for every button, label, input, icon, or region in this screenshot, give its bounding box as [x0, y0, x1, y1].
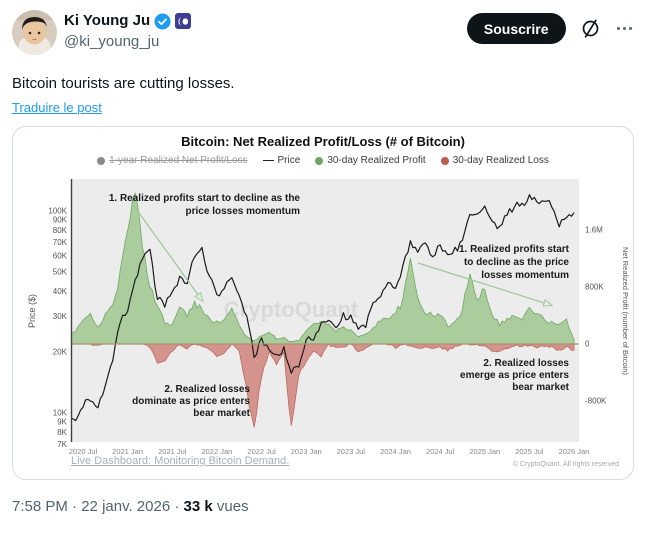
legend-item-price[interactable]: Price	[262, 155, 300, 166]
legend-item-loss[interactable]: 30-day Realized Loss	[440, 155, 549, 166]
svg-text:emerge as price enters: emerge as price enters	[460, 370, 569, 381]
svg-text:2024 Jan: 2024 Jan	[380, 447, 411, 456]
svg-text:1. Realized profits start: 1. Realized profits start	[459, 244, 570, 255]
svg-text:2022 Jul: 2022 Jul	[247, 447, 276, 456]
svg-text:2021 Jul: 2021 Jul	[158, 447, 187, 456]
svg-text:1.6M: 1.6M	[585, 226, 603, 235]
author-block: Ki Young Ju @ki_young_ju	[64, 11, 192, 52]
svg-text:9K: 9K	[57, 418, 67, 427]
svg-text:-800K: -800K	[585, 397, 607, 406]
legend-item-profit[interactable]: 30-day Realized Profit	[315, 155, 426, 166]
svg-text:50K: 50K	[53, 267, 68, 276]
grok-icon	[582, 19, 598, 38]
svg-text:100K: 100K	[48, 207, 67, 216]
subscribe-button[interactable]: Souscrire	[466, 13, 566, 44]
left-axis-title: Price ($)	[27, 294, 37, 328]
svg-text:0: 0	[585, 340, 590, 349]
legend-dot-gray	[97, 156, 106, 165]
price-line	[71, 194, 575, 422]
right-axis-title: Net Realized Profit (number of Bitcoin)	[621, 247, 630, 375]
avatar[interactable]	[12, 10, 57, 55]
chart-copyright: © CryptoQuant. All rights reserved	[512, 461, 619, 468]
chart-legend: 1-year Realized Net Profit/Loss Price 30…	[13, 155, 633, 166]
loss-area	[71, 343, 575, 428]
svg-text:2023 Jul: 2023 Jul	[337, 447, 366, 456]
svg-text:to decline as the price: to decline as the price	[464, 257, 569, 268]
affiliation-badge-icon[interactable]	[175, 13, 192, 29]
author-handle[interactable]: @ki_young_ju	[64, 33, 160, 50]
svg-text:2025 Jul: 2025 Jul	[515, 447, 544, 456]
plot-series	[71, 191, 575, 428]
svg-text:bear market: bear market	[193, 408, 250, 419]
more-button[interactable]	[615, 25, 635, 33]
svg-text:40K: 40K	[53, 287, 68, 296]
grok-button[interactable]	[578, 16, 603, 41]
svg-text:dominate as price enters: dominate as price enters	[132, 396, 250, 407]
translate-link[interactable]: Traduire le post	[12, 100, 102, 115]
svg-text:2024 Jul: 2024 Jul	[426, 447, 455, 456]
svg-text:20K: 20K	[53, 348, 68, 357]
separator: ·	[72, 498, 78, 515]
separator: ·	[174, 498, 180, 515]
post-time[interactable]: 7:58 PM	[12, 498, 68, 515]
ellipsis-icon	[616, 26, 632, 31]
svg-text:7K: 7K	[57, 440, 67, 449]
legend-dot-red	[440, 156, 449, 165]
svg-text:price losses momentum: price losses momentum	[186, 206, 301, 217]
annotation-1: 1. Realized profits start to decline as …	[109, 193, 301, 217]
svg-text:1. Realized profits start to d: 1. Realized profits start to decline as …	[109, 193, 301, 204]
verified-badge-icon	[154, 13, 171, 30]
post-text: Bitcoin tourists are cutting losses.	[12, 75, 235, 92]
watermark: CryptoQuant	[224, 297, 359, 322]
svg-text:8K: 8K	[57, 428, 67, 437]
header-actions: Souscrire	[466, 13, 635, 44]
trend-arrow-1	[133, 205, 204, 303]
x-axis-ticks: 2020 Jul 2021 Jan 2021 Jul 2022 Jan 2022 Jul…	[69, 447, 590, 456]
svg-text:90K: 90K	[53, 216, 68, 225]
svg-text:80K: 80K	[53, 226, 68, 235]
views-count: 33 k	[183, 498, 213, 515]
svg-text:800K: 800K	[585, 283, 604, 292]
trend-arrow-2	[417, 262, 554, 307]
legend-dot-green	[315, 156, 324, 165]
annotation-3: 1. Realized profits start to decline as t…	[459, 244, 570, 281]
svg-text:2020 Jul: 2020 Jul	[69, 447, 98, 456]
legend-item-net[interactable]: 1-year Realized Net Profit/Loss	[97, 155, 248, 166]
svg-text:2025 Jan: 2025 Jan	[469, 447, 500, 456]
svg-text:2021 Jan: 2021 Jan	[112, 447, 143, 456]
legend-line-black	[262, 160, 274, 161]
chart-title: Bitcoin: Net Realized Profit/Loss (# of …	[181, 134, 465, 149]
post-meta: 7:58 PM · 22 janv. 2026 · 33 k vues	[12, 498, 249, 515]
svg-text:2. Realized losses: 2. Realized losses	[483, 358, 569, 369]
avatar-photo	[12, 10, 57, 55]
post-date[interactable]: 22 janv. 2026	[81, 498, 171, 515]
views-label: vues	[216, 498, 249, 515]
right-axis-ticks: 1.6M 800K 0 -800K	[585, 226, 607, 406]
svg-text:bear market: bear market	[512, 382, 569, 393]
svg-text:2. Realized losses: 2. Realized losses	[164, 384, 250, 395]
dashboard-link[interactable]: Live Dashboard: Monitoring Bitcoin Deman…	[71, 455, 290, 467]
svg-text:10K: 10K	[53, 409, 68, 418]
chart-image-card[interactable]: CryptoQuant 100K 90K 80K 70K 60K 50K 40K 30K 20K 1…	[12, 126, 634, 480]
svg-text:2022 Jan: 2022 Jan	[201, 447, 232, 456]
svg-text:2026 Jan: 2026 Jan	[559, 447, 590, 456]
svg-text:2023 Jan: 2023 Jan	[291, 447, 322, 456]
svg-text:30K: 30K	[53, 312, 68, 321]
svg-text:60K: 60K	[53, 251, 68, 260]
svg-text:losses momentum: losses momentum	[481, 270, 569, 281]
svg-text:70K: 70K	[53, 238, 68, 247]
author-name[interactable]: Ki Young Ju	[64, 12, 151, 29]
chart-plot: CryptoQuant100K90K80K70K60K50K40K30K20K1…	[27, 179, 630, 456]
